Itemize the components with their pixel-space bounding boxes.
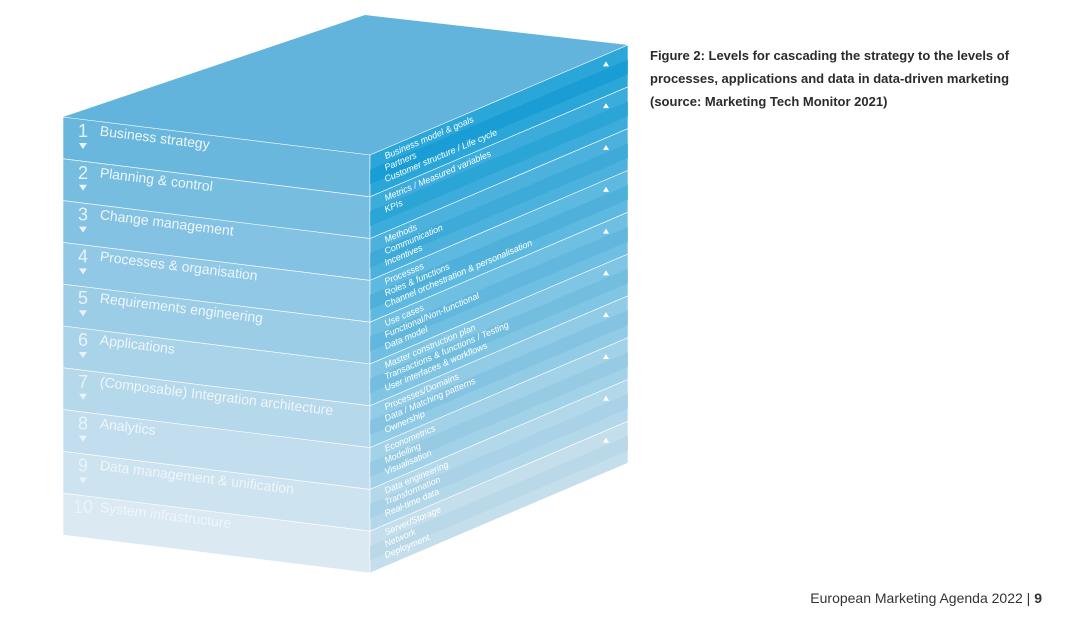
level-number: 2 [78,163,88,183]
side-arrow [603,228,609,234]
level-side-band [370,226,628,352]
side-arrow [603,353,609,359]
level-side-band [370,268,628,394]
level-side-band [370,435,628,561]
side-arrow [603,312,609,318]
level-arrow [79,310,87,317]
side-arrow [603,437,609,443]
level-number: 6 [78,330,88,350]
page-number: 9 [1034,590,1042,606]
level-side-band [370,59,628,185]
level-arrow [79,268,87,275]
level-number: 1 [78,121,88,141]
level-arrow [79,226,87,233]
level-number: 4 [78,246,88,266]
level-number: 5 [78,288,88,308]
level-side-band [370,352,628,477]
level-number: 10 [73,497,93,517]
level-side-band [370,101,628,227]
level-label: Analytics [99,415,157,438]
level-arrow [79,352,87,358]
side-arrow [603,103,609,109]
level-side-band [370,394,628,519]
level-arrow [79,435,87,442]
side-arrow [603,270,609,276]
level-number: 8 [78,414,88,434]
side-arrow [603,144,609,150]
level-arrow [79,393,87,400]
level-side-band [370,310,628,436]
footer-text: European Marketing Agenda 2022 [810,590,1023,606]
side-arrow [603,395,609,401]
caption: Figure 2: Levels for cascading the strat… [650,48,1010,109]
level-side-band [370,143,628,268]
side-arrow [603,186,609,192]
level-arrow [79,184,87,191]
side-arrow [603,61,609,67]
level-number: 9 [78,455,88,475]
level-side-band [370,185,628,310]
level-number: 3 [78,205,88,225]
level-arrow [79,143,87,149]
footer: European Marketing Agenda 2022 | 9 [810,590,1042,606]
level-arrow [79,477,87,484]
top-face [63,15,628,155]
level-number: 7 [78,372,88,392]
